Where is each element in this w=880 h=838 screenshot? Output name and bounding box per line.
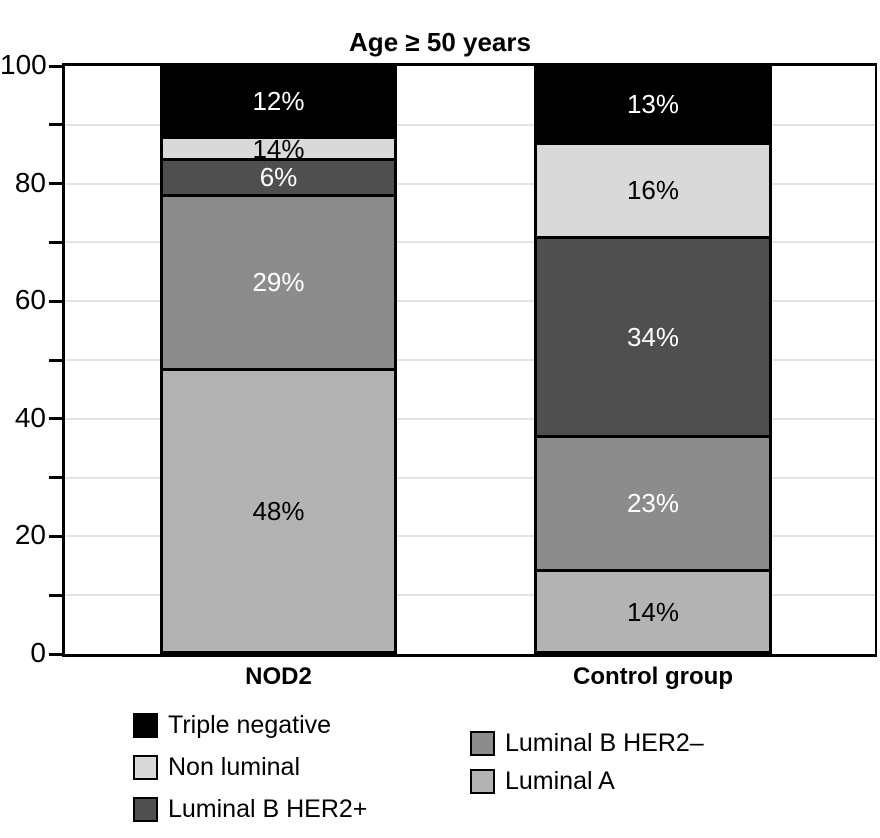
legend-label: Non luminal [168, 753, 301, 781]
legend-label: Luminal B HER2+ [168, 795, 368, 823]
x-axis-label-nod2: NOD2 [245, 663, 312, 690]
y-axis-tick [49, 593, 62, 597]
legend-item-luminal-a: Luminal A [470, 768, 704, 795]
segment-value-label: 14% [252, 133, 305, 164]
y-axis-tick-label: 20 [14, 519, 46, 551]
segment-value-label: 48% [252, 496, 305, 527]
segment-value-label: 12% [252, 86, 305, 117]
gridline [65, 594, 875, 597]
legend-label: Triple negative [168, 711, 332, 739]
y-axis-tick [49, 123, 62, 127]
bar-segment-luminal-a: 48% [163, 368, 394, 651]
gridline [65, 476, 875, 479]
legend-label: Luminal A [505, 767, 615, 795]
legend-swatch-non-luminal [133, 755, 158, 780]
y-axis-tick [49, 476, 62, 480]
y-axis-tick-label: 100 [0, 49, 47, 80]
bar-segment-luminal-b-her2-: 34% [537, 235, 769, 435]
gridline [65, 359, 875, 361]
segment-value-label: 14% [626, 596, 680, 627]
legend-item-non-luminal: Non luminal [133, 754, 367, 781]
legend-label: Luminal B HER2– [505, 729, 704, 757]
y-axis-tick [49, 358, 62, 362]
segment-value-label: 13% [626, 89, 680, 120]
plot-area [62, 63, 877, 657]
bar-control-group: 13% 16% 34% 23% 14% [534, 63, 772, 654]
legend-column-right: Luminal B HER2– Luminal A [470, 730, 704, 806]
bar-segment-luminal-b-her2–: 29% [163, 193, 394, 369]
y-axis-tick [49, 299, 62, 303]
bar-segment-triple-negative: 13% [537, 66, 769, 143]
legend-swatch-triple-negative [133, 713, 158, 738]
gridline [65, 241, 875, 244]
segment-value-label: 29% [252, 267, 305, 298]
y-axis-tick [49, 240, 62, 244]
gridline [65, 300, 875, 303]
gridline [65, 417, 875, 420]
segment-value-label: 16% [626, 175, 680, 206]
x-axis-label-control-group: Control group [573, 663, 733, 690]
y-axis-tick-label: 40 [14, 401, 46, 433]
y-axis-tick-label: 80 [14, 166, 46, 198]
segment-value-label: 6% [259, 162, 298, 193]
legend-swatch-luminal-b-her2-plus [133, 797, 158, 822]
gridline [65, 535, 875, 538]
bar-segment-luminal-b-her2-: 6% [163, 157, 394, 194]
y-axis-tick-label: 60 [14, 284, 46, 316]
bar-nod2: 12% 14% 6% 29% 48% [160, 63, 397, 654]
legend-swatch-luminal-a [470, 769, 495, 794]
y-axis-tick-label: 0 [30, 637, 46, 668]
bar-segment-luminal-a: 14% [537, 569, 769, 651]
legend-column-left: Triple negative Non luminal Luminal B HE… [133, 712, 367, 838]
segment-value-label: 23% [626, 488, 680, 519]
bar-segment-non-luminal: 14% [163, 136, 394, 162]
y-axis-tick [49, 652, 62, 656]
legend-swatch-luminal-b-her2-minus [470, 731, 495, 756]
bar-segment-triple-negative: 12% [163, 66, 394, 137]
bar-segment-non-luminal: 16% [537, 142, 769, 236]
legend-item-luminal-b-her2-plus: Luminal B HER2+ [133, 796, 367, 823]
gridline [65, 182, 875, 185]
chart-title: Age ≥ 50 years [349, 27, 531, 57]
legend-item-luminal-b-her2-minus: Luminal B HER2– [470, 730, 704, 757]
segment-value-label: 34% [626, 321, 680, 352]
gridline [65, 123, 875, 126]
bar-segment-luminal-b-her2–: 23% [537, 434, 769, 570]
y-axis-tick [49, 417, 62, 421]
y-axis-tick [49, 182, 62, 186]
y-axis-tick [49, 534, 62, 538]
legend-item-triple-negative: Triple negative [133, 712, 367, 739]
y-axis-tick [49, 64, 62, 68]
